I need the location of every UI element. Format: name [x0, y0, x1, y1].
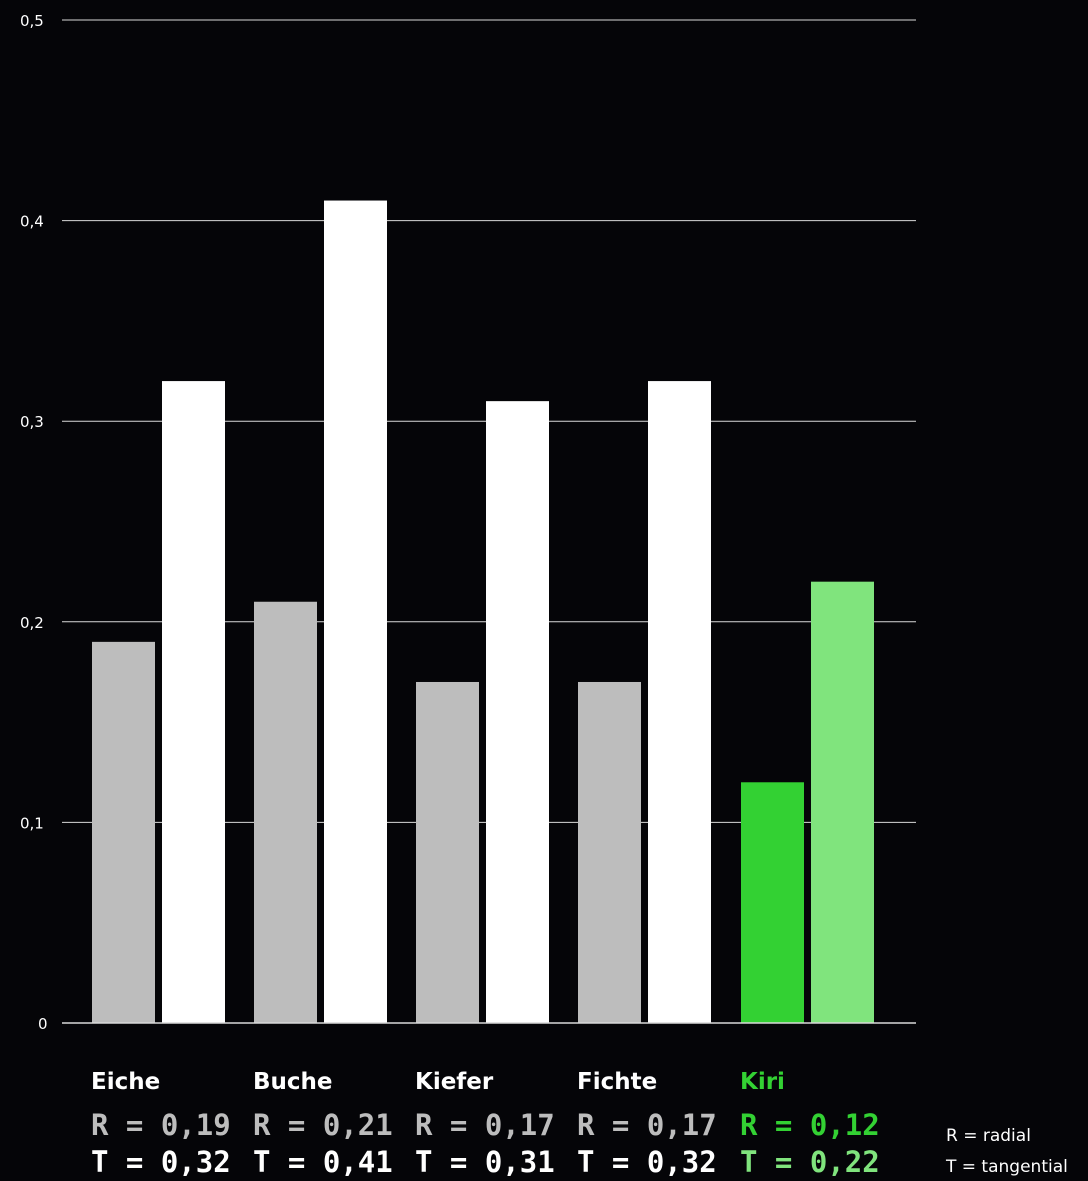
category-name: Eiche: [91, 1069, 160, 1095]
category-name: Fichte: [577, 1069, 657, 1095]
bar-tangential-fichte: [648, 381, 711, 1024]
radial-value-label: R = 0,12: [740, 1108, 880, 1142]
bar-radial-kiefer: [416, 681, 479, 1023]
y-tick-label: 0,2: [20, 614, 44, 632]
y-tick-label: 0,1: [20, 814, 44, 832]
category-name: Buche: [253, 1069, 333, 1095]
bar-radial-fichte: [578, 681, 641, 1023]
bar-radial-kiri: [741, 782, 804, 1023]
radial-value-label: R = 0,19: [91, 1108, 231, 1142]
tangential-value-label: T = 0,22: [740, 1145, 880, 1179]
legend: R = radial T = tangential: [945, 1126, 1068, 1177]
y-tick-label: 0,3: [20, 413, 44, 431]
category-name: Kiefer: [415, 1069, 494, 1095]
legend-radial: R = radial: [946, 1126, 1031, 1146]
y-tick-label: 0,5: [20, 12, 44, 30]
category-name: Kiri: [740, 1069, 785, 1095]
tangential-value-label: T = 0,32: [91, 1145, 231, 1179]
bar-tangential-kiefer: [486, 401, 549, 1023]
bar-radial-eiche: [92, 641, 155, 1023]
tangential-value-label: T = 0,32: [577, 1145, 717, 1179]
bar-tangential-kiri: [811, 581, 874, 1023]
tangential-value-label: T = 0,31: [415, 1145, 555, 1179]
bars: [62, 200, 916, 1024]
legend-tangential: T = tangential: [945, 1157, 1068, 1177]
bar-radial-buche: [254, 601, 317, 1023]
y-axis-tick-labels: 0 0,1 0,2 0,3 0,4 0,5: [20, 12, 48, 1033]
radial-value-label: R = 0,21: [253, 1108, 393, 1142]
radial-value-label: R = 0,17: [415, 1108, 555, 1142]
y-tick-label: 0,4: [20, 213, 44, 231]
bar-tangential-buche: [324, 200, 387, 1024]
radial-value-label: R = 0,17: [577, 1108, 717, 1142]
tangential-value-label: T = 0,41: [253, 1145, 393, 1179]
y-tick-label: 0: [38, 1015, 48, 1033]
bar-tangential-eiche: [162, 381, 225, 1024]
